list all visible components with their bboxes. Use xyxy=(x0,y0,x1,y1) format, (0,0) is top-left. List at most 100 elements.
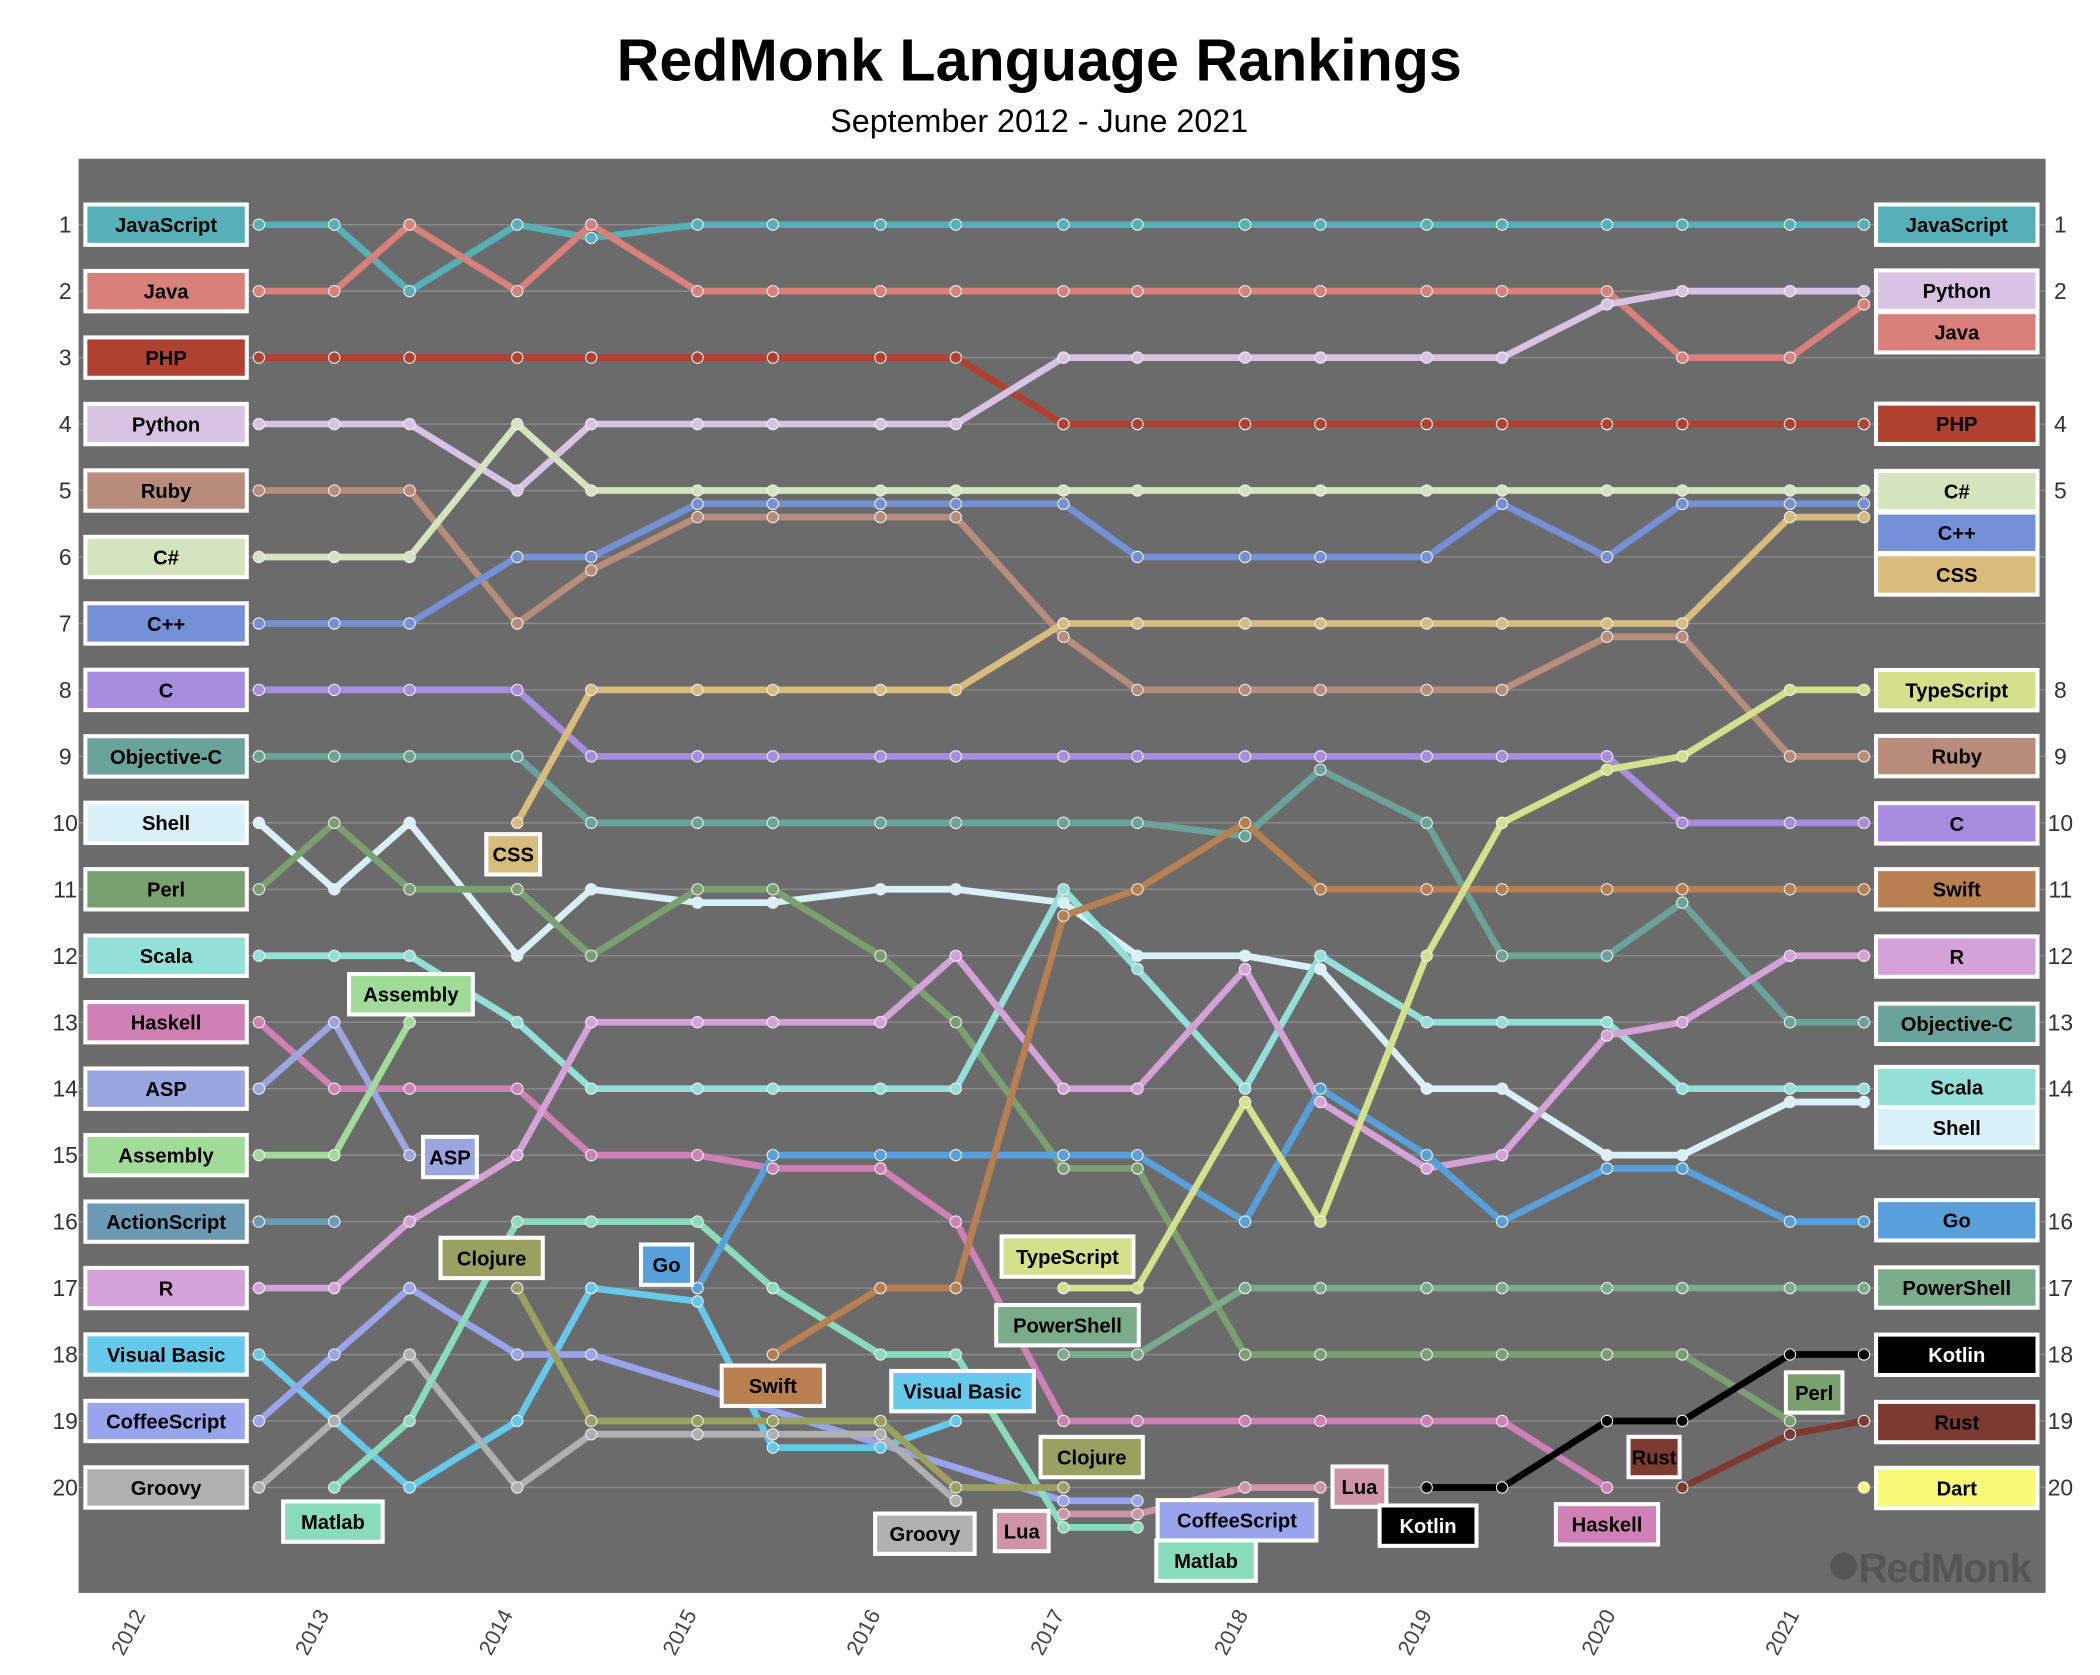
data-point-css xyxy=(1495,617,1509,630)
data-point-java xyxy=(1131,284,1144,298)
data-point-go xyxy=(949,1148,963,1162)
right-label-r: R xyxy=(1874,934,2040,979)
x-tick-label: 2012 xyxy=(107,1606,151,1660)
data-point-cplusplus xyxy=(585,550,598,564)
data-point-php xyxy=(585,351,598,364)
data-point-csharp xyxy=(1057,484,1070,497)
data-point-matlab xyxy=(1131,1521,1144,1534)
data-point-powershell xyxy=(1783,1281,1797,1295)
inline-label-css: CSS xyxy=(484,832,543,877)
data-point-php xyxy=(766,351,780,364)
data-point-java xyxy=(585,218,598,231)
y-tick-left: 3 xyxy=(59,345,72,371)
y-tick-left: 8 xyxy=(59,677,72,703)
redmonk-logo: RedMonk xyxy=(1830,1545,2034,1591)
data-point-c xyxy=(1857,816,1871,830)
data-point-go xyxy=(1314,1082,1327,1095)
data-point-groovy xyxy=(691,1428,704,1441)
data-point-clojure xyxy=(766,1414,780,1428)
inline-label-visual-basic: Visual Basic xyxy=(889,1368,1036,1414)
right-label-php: PHP xyxy=(1874,401,2040,446)
data-point-java xyxy=(1495,284,1509,298)
right-label-objective-c: Objective-C xyxy=(1874,1001,2040,1047)
inline-label-lua-box xyxy=(1330,1464,1389,1509)
data-point-scala xyxy=(1131,962,1144,976)
data-point-c xyxy=(1420,750,1433,763)
data-point-c xyxy=(949,750,963,763)
right-label-dart-box xyxy=(1874,1465,2040,1511)
data-point-objective-c xyxy=(1857,1016,1871,1029)
inline-label-matlab-text: Matlab xyxy=(1174,1551,1238,1573)
data-point-ruby xyxy=(1676,630,1689,643)
data-point-perl xyxy=(252,883,266,896)
left-label-haskell-text: Haskell xyxy=(131,1013,202,1035)
data-point-csharp xyxy=(1857,484,1871,497)
right-label-php-text: PHP xyxy=(1936,414,1977,436)
y-tick-left: 7 xyxy=(59,611,72,637)
right-label-php-box xyxy=(1874,401,2040,446)
data-point-kotlin xyxy=(1676,1414,1689,1428)
data-point-assembly xyxy=(328,1148,341,1162)
left-label-python: Python xyxy=(83,401,249,447)
right-label-typescript-box xyxy=(1874,667,2040,713)
data-point-c xyxy=(1238,750,1252,763)
data-point-csharp xyxy=(949,484,963,497)
data-point-haskell xyxy=(1131,1414,1144,1428)
data-point-php xyxy=(691,351,704,364)
data-point-asp xyxy=(328,1016,341,1029)
right-label-swift-text: Swift xyxy=(1933,880,1981,902)
series-line-kotlin xyxy=(1426,1351,1864,1491)
data-point-csharp xyxy=(1238,484,1252,497)
data-point-kotlin xyxy=(1495,1481,1509,1494)
y-tick-right: 10 xyxy=(2048,810,2073,836)
data-point-objective-c xyxy=(403,750,416,763)
inline-label-rust: Rust xyxy=(1626,1434,1682,1480)
data-point-r xyxy=(403,1215,416,1228)
data-point-perl xyxy=(1057,1162,1070,1175)
data-point-swift xyxy=(1420,883,1433,896)
left-label-coffeescript-text: CoffeeScript xyxy=(106,1411,226,1433)
data-point-css xyxy=(1600,617,1614,630)
data-point-scala xyxy=(1495,1016,1509,1029)
data-point-java xyxy=(1783,351,1797,364)
left-label-coffeescript-box xyxy=(83,1398,249,1444)
data-point-css xyxy=(691,683,704,697)
y-tick-left: 13 xyxy=(52,1009,77,1035)
data-point-shell xyxy=(511,949,524,962)
chart-title: RedMonk Language Rankings xyxy=(617,27,1462,94)
data-point-go xyxy=(1057,1148,1070,1162)
left-label-asp: ASP xyxy=(83,1066,249,1111)
data-point-ruby xyxy=(949,510,963,524)
x-tick-label: 2021 xyxy=(1761,1606,1805,1660)
data-point-visual-basic xyxy=(691,1295,704,1308)
data-point-haskell xyxy=(874,1162,887,1175)
right-label-scala-text: Scala xyxy=(1930,1077,1983,1099)
left-label-shell-text: Shell xyxy=(142,813,190,835)
data-point-cplusplus xyxy=(1857,497,1871,511)
right-label-r-box xyxy=(1874,934,2040,979)
data-point-scala xyxy=(1238,1082,1252,1095)
data-point-php xyxy=(511,351,524,364)
right-label-dart-text: Dart xyxy=(1937,1478,1978,1500)
data-point-typescript xyxy=(1131,1281,1144,1295)
data-point-php xyxy=(1783,417,1797,431)
data-point-perl xyxy=(1420,1348,1433,1361)
data-point-css xyxy=(1783,510,1797,524)
inline-label-typescript: TypeScript xyxy=(999,1234,1136,1279)
left-label-r-text: R xyxy=(159,1278,174,1300)
right-label-r-text: R xyxy=(1949,947,1964,969)
data-point-objective-c xyxy=(1420,816,1433,830)
data-point-c xyxy=(691,750,704,763)
left-label-php-text: PHP xyxy=(145,348,186,370)
data-point-ruby xyxy=(252,484,266,497)
data-point-matlab xyxy=(585,1215,598,1228)
data-point-php xyxy=(403,351,416,364)
data-point-powershell xyxy=(1131,1348,1144,1361)
right-label-swift: Swift xyxy=(1874,867,2040,912)
data-point-javascript xyxy=(1238,218,1252,231)
series-labels: JavaScript Java PHP Python Ruby C# C++ C Objecti… xyxy=(83,202,2040,1583)
data-point-objective-c xyxy=(511,750,524,763)
data-point-csharp xyxy=(1131,484,1144,497)
data-point-cplusplus xyxy=(252,617,266,630)
data-point-python xyxy=(1676,284,1689,298)
